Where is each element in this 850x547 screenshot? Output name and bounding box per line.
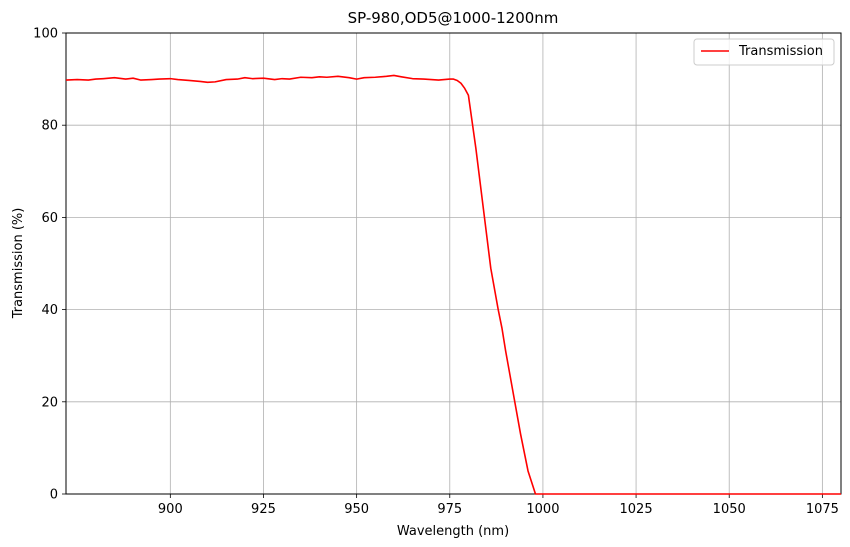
y-tick-label: 60	[41, 211, 58, 226]
y-tick-label: 100	[33, 27, 58, 42]
legend: Transmission	[693, 38, 835, 66]
legend-box	[693, 38, 835, 66]
y-tick-label: 20	[41, 395, 58, 410]
series-layer	[65, 74, 841, 495]
x-axis-label: Wavelength (nm)	[397, 524, 509, 539]
x-axis: 900 925 950 975 1000 1025 1050 1075	[158, 494, 839, 517]
x-tick-label: 950	[344, 502, 369, 517]
y-axis-label: Transmission (%)	[11, 208, 26, 320]
y-tick-label: 80	[41, 119, 58, 134]
plot-frame	[65, 32, 842, 495]
y-tick-label: 40	[41, 303, 58, 318]
x-tick-label: 1050	[713, 502, 746, 517]
x-tick-label: 900	[158, 502, 183, 517]
x-tick-label: 1000	[526, 502, 559, 517]
y-tick-label: 0	[50, 488, 58, 503]
grid	[66, 32, 841, 495]
x-tick-label: 1075	[806, 502, 839, 517]
x-tick-label: 975	[437, 502, 462, 517]
legend-label: Transmission	[738, 44, 823, 59]
y-axis: 0 20 40 60 80 100	[33, 27, 66, 503]
chart-title: SP-980,OD5@1000-1200nm	[348, 9, 559, 27]
series-line-transmission	[65, 74, 841, 495]
x-tick-label: 925	[251, 502, 276, 517]
x-tick-label: 1025	[620, 502, 653, 517]
